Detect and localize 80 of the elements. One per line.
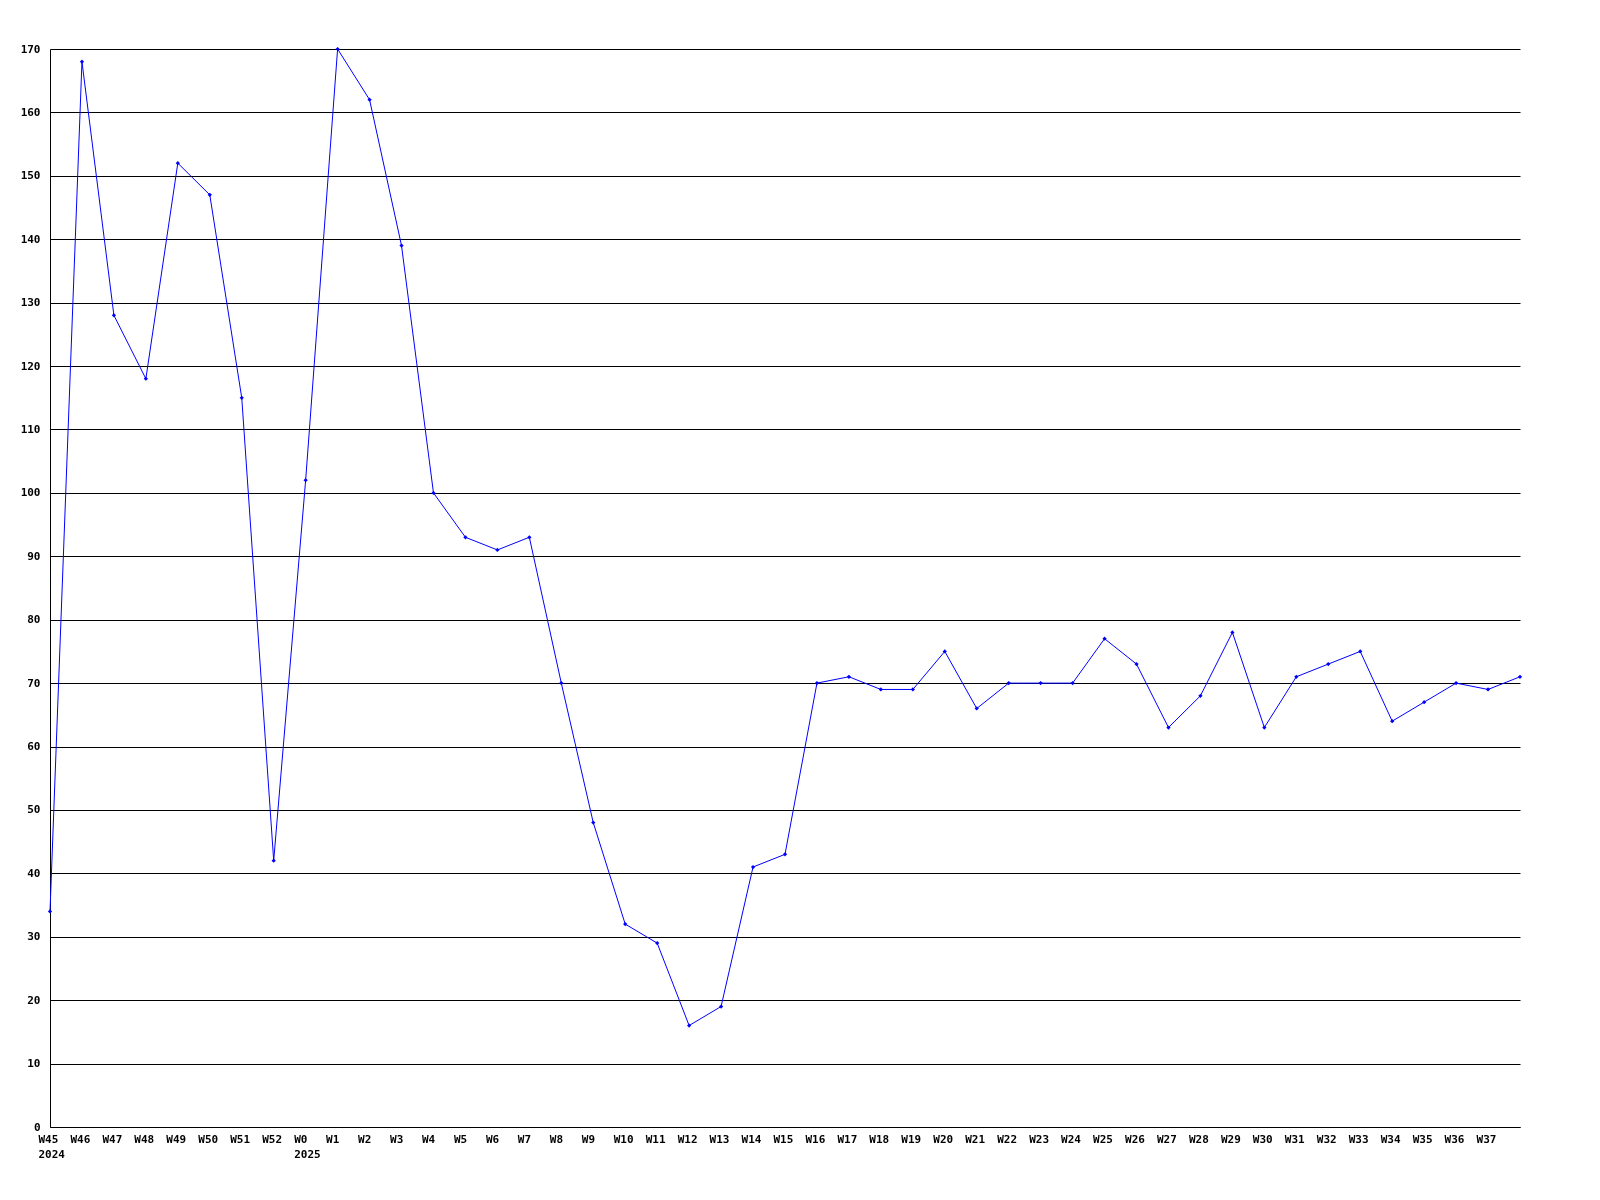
- x-tick-label: W35: [1412, 1132, 1433, 1146]
- y-tick-label: 120: [20, 359, 41, 373]
- point: [1166, 725, 1171, 730]
- point: [655, 940, 660, 946]
- x-tick-label: W22: [997, 1132, 1018, 1146]
- x-tick-label: W13: [709, 1132, 730, 1146]
- x-tick-label: W25: [1093, 1132, 1113, 1146]
- x-tick-label: W20: [933, 1132, 954, 1146]
- y-tick-label: 100: [20, 486, 41, 500]
- x-tick-label: W24: [1061, 1132, 1082, 1146]
- x-tick-label: W2: [358, 1132, 372, 1146]
- y-tick-label: 140: [20, 232, 41, 246]
- x-tick-label: W32: [1316, 1132, 1337, 1146]
- x-tick-label: W28: [1188, 1132, 1209, 1146]
- x-tick-label: W23: [1029, 1132, 1050, 1146]
- x-tick-label: W9: [581, 1132, 596, 1146]
- y-tick-label: 130: [20, 296, 41, 310]
- x-tick-label: W6: [485, 1132, 500, 1146]
- x-tick-label: W26: [1125, 1132, 1146, 1146]
- x-tick-label: W1: [326, 1132, 340, 1146]
- x-tick-label: W49: [166, 1132, 187, 1146]
- x-tick-label: W8: [549, 1132, 564, 1146]
- y-tick-label: 60: [27, 740, 41, 754]
- x-tick-label: W12: [677, 1132, 698, 1146]
- x-tick-label: W18: [869, 1132, 890, 1146]
- x-tick-label: W17: [837, 1132, 858, 1146]
- point: [1294, 674, 1299, 679]
- point: [623, 921, 628, 927]
- x-tick-label: W11: [645, 1132, 666, 1146]
- x-tick-label: W21: [965, 1132, 986, 1146]
- y-tick-label: 80: [27, 613, 41, 627]
- point: [1422, 700, 1427, 705]
- x-tick-label: W48: [134, 1132, 155, 1146]
- y-tick-label: 40: [27, 866, 41, 880]
- x-tick-label: W36: [1444, 1132, 1465, 1146]
- point: [1390, 719, 1395, 724]
- x-tick-label: W45 2024: [38, 1132, 66, 1161]
- point: [207, 192, 212, 197]
- point: [527, 535, 532, 540]
- x-tick-label: W30: [1252, 1132, 1273, 1146]
- point: [271, 858, 276, 863]
- point: [1230, 630, 1235, 635]
- point: [1453, 681, 1459, 686]
- y-tick-label: 90: [27, 549, 41, 563]
- x-tick-label: W51: [230, 1132, 251, 1146]
- y-tick-label: 0: [33, 1120, 41, 1134]
- point: [175, 161, 180, 166]
- x-tick-label: W50: [198, 1132, 219, 1146]
- x-tick-label: W7: [517, 1132, 532, 1146]
- x-tick-label: W0 2025: [294, 1132, 321, 1161]
- y-tick-label: 10: [27, 1057, 41, 1071]
- y-tick-label: 20: [27, 993, 41, 1007]
- y-tick-label: 160: [20, 105, 41, 119]
- x-tick-label: W14: [741, 1132, 762, 1146]
- x-tick-label: W10: [613, 1132, 634, 1146]
- y-tick-label: 170: [20, 42, 41, 56]
- x-tick-label: W47: [102, 1132, 123, 1146]
- x-tick-label: W5: [453, 1132, 468, 1146]
- y-tick-label: 150: [20, 169, 41, 183]
- x-tick-label: W46: [70, 1132, 91, 1146]
- point: [814, 681, 820, 686]
- x-tick-label: W15: [773, 1132, 794, 1146]
- y-tick-label: 70: [27, 676, 41, 690]
- x-tick-label: W16: [805, 1132, 826, 1146]
- x-tick-label: W27: [1156, 1132, 1177, 1146]
- x-tick-label: W4: [421, 1132, 436, 1146]
- x-tick-label: W37: [1476, 1132, 1497, 1146]
- x-tick-label: W33: [1348, 1132, 1369, 1146]
- y-tick-label: 30: [27, 930, 41, 944]
- y-tick-label: 110: [20, 422, 41, 436]
- x-tick-label: W3: [390, 1132, 404, 1146]
- x-tick-label: W29: [1220, 1132, 1241, 1146]
- y-tick-label: 50: [27, 803, 41, 817]
- point: [239, 395, 244, 400]
- point: [750, 864, 756, 870]
- x-tick-label: W31: [1284, 1132, 1306, 1146]
- x-tick-label: W52: [262, 1132, 283, 1146]
- x-tick-label: W34: [1380, 1132, 1401, 1146]
- point: [399, 243, 404, 248]
- x-tick-label: W19: [901, 1132, 922, 1146]
